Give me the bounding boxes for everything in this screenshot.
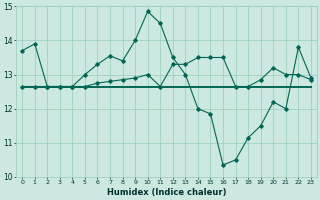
X-axis label: Humidex (Indice chaleur): Humidex (Indice chaleur) (107, 188, 226, 197)
